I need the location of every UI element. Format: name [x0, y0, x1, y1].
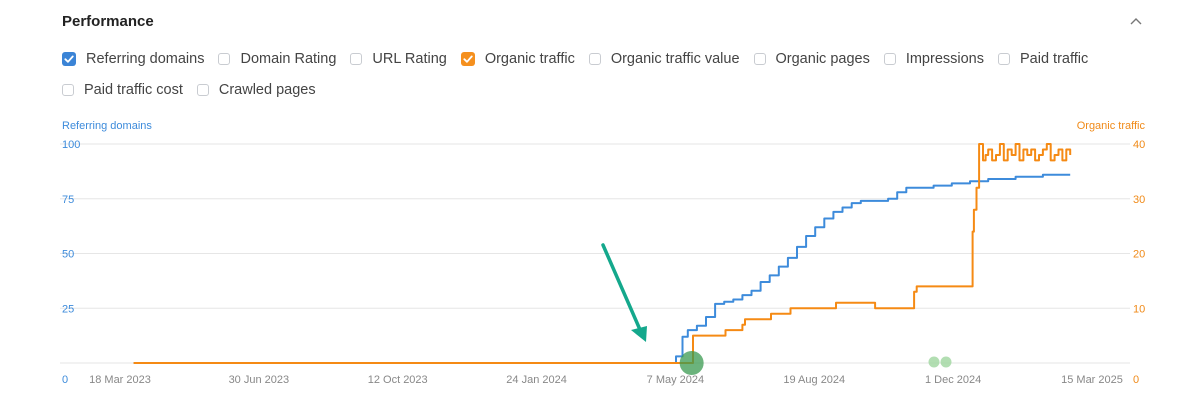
left-axis-tick-label: 50: [62, 249, 74, 261]
x-axis-tick-label: 24 Jan 2024: [506, 374, 567, 386]
right-axis-tick-label: 10: [1133, 303, 1145, 315]
x-axis-tick-label: 1 Dec 2024: [925, 374, 981, 386]
x-axis-tick-label: 7 May 2024: [647, 374, 704, 386]
right-axis-tick-label: 0: [1133, 374, 1139, 386]
arrow-icon: [603, 245, 641, 332]
right-axis-tick-label: 30: [1133, 194, 1145, 206]
x-axis-tick-label: 12 Oct 2023: [368, 374, 428, 386]
x-axis-tick-label: 18 Mar 2023: [89, 374, 151, 386]
left-axis-tick-label: 25: [62, 303, 74, 315]
referring-domains-line: [134, 175, 1071, 363]
event-dot-icon: [941, 357, 952, 368]
right-axis-tick-label: 20: [1133, 249, 1145, 261]
left-axis-tick-label: 100: [62, 139, 80, 151]
x-axis-tick-label: 15 Mar 2025: [1061, 374, 1123, 386]
right-axis-tick-label: 40: [1133, 139, 1145, 151]
x-axis-tick-label: 30 Jun 2023: [229, 374, 290, 386]
x-axis-tick-label: 19 Aug 2024: [783, 374, 845, 386]
event-dot-icon: [929, 357, 940, 368]
annotation-marker-icon: [680, 351, 704, 375]
left-axis-tick-label: 0: [62, 374, 68, 386]
arrow-head-icon: [631, 326, 647, 342]
left-axis-tick-label: 75: [62, 194, 74, 206]
